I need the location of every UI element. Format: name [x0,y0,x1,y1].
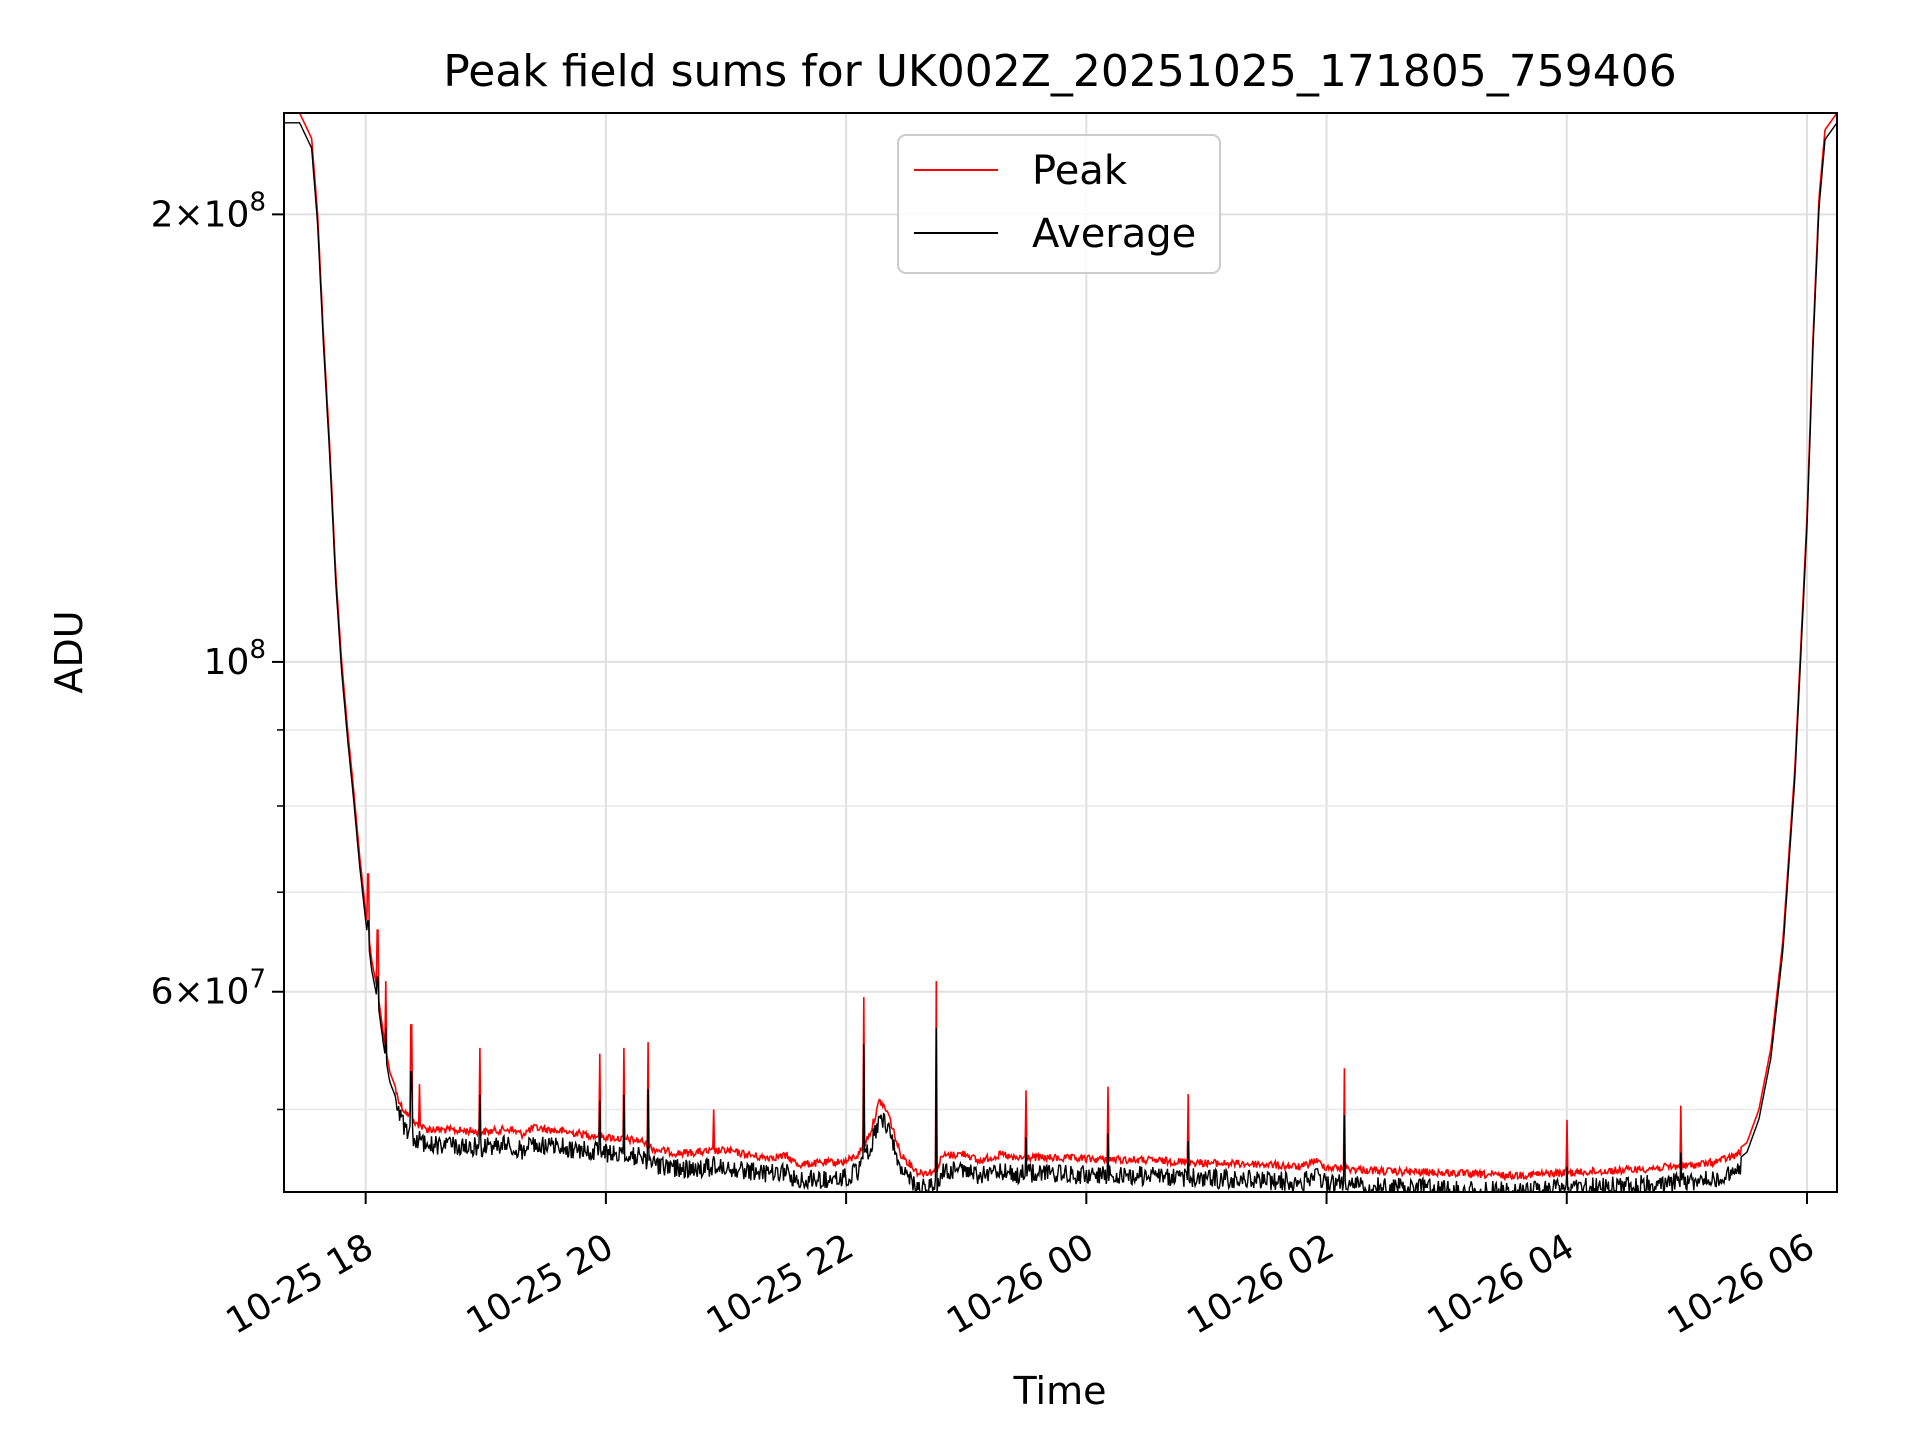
y-tick-label: 6×107 [151,965,266,1013]
y-tick-label: 108 [204,635,266,683]
plot-frame [283,112,1838,1193]
series-average-line [284,122,1837,1192]
legend-peak-label: Peak [1032,148,1128,194]
series-peak-line [284,113,1837,1182]
legend-average-label: Average [1032,211,1196,257]
legend: Peak Average [897,134,1221,274]
grid-lines [284,113,1837,1192]
series-layer [284,113,1837,1192]
y-axis-ticks: 2×108 108 6×107 [151,187,284,1111]
chart-title: Peak field sums for UK002Z_20251025_1718… [443,46,1677,97]
y-tick-label: 2×108 [151,187,266,235]
y-axis-label: ADU [47,610,91,693]
x-axis-label: Time [1013,1369,1107,1413]
